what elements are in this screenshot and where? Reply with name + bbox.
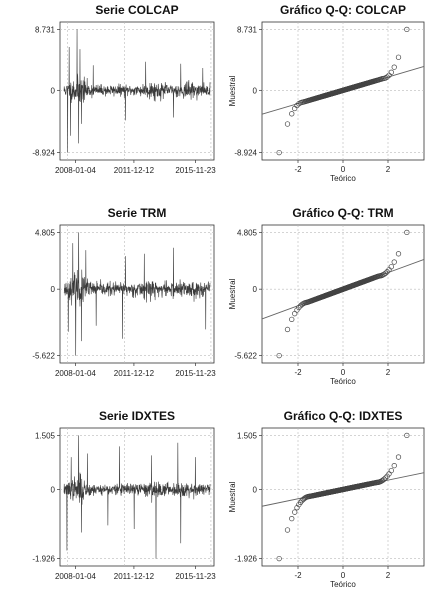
chart-title: Gráfico Q-Q: TRM bbox=[292, 206, 393, 220]
x-tick-label: 2015-11-23 bbox=[175, 572, 216, 581]
qq-point bbox=[404, 229, 410, 236]
x-axis-label: Teórico bbox=[330, 174, 356, 183]
x-tick-label: 0 bbox=[341, 571, 346, 580]
panel-qq-5: Gráfico Q-Q: IDXTES 1.505 0 -1.926 -2 0 2 Teóri… bbox=[228, 409, 425, 589]
x-tick-label: 2 bbox=[386, 165, 391, 174]
y-axis-label: Muestral bbox=[228, 481, 237, 512]
y-tick-label: 0 bbox=[253, 86, 258, 95]
qq-point bbox=[388, 264, 394, 270]
qq-point bbox=[284, 121, 291, 127]
qq-point bbox=[284, 326, 291, 333]
qq-point bbox=[289, 515, 295, 522]
x-tick-label: 2008-01-04 bbox=[55, 369, 96, 378]
x-tick-label: 2 bbox=[386, 571, 391, 580]
qq-point bbox=[388, 69, 394, 75]
x-tick-label: 2008-01-04 bbox=[55, 166, 96, 175]
y-tick-label: 0 bbox=[253, 485, 258, 494]
y-tick-label: 1.505 bbox=[35, 431, 56, 440]
chart-title: Serie COLCAP bbox=[95, 3, 178, 17]
y-tick-label: 4.805 bbox=[237, 228, 258, 237]
y-tick-label: -8.924 bbox=[32, 149, 55, 158]
qq-point bbox=[395, 251, 402, 257]
x-axis-label: Teórico bbox=[330, 580, 356, 589]
y-tick-label: 4.805 bbox=[35, 228, 56, 237]
y-tick-label: 0 bbox=[51, 86, 56, 95]
chart-title: Gráfico Q-Q: IDXTES bbox=[284, 409, 403, 423]
y-tick-label: 1.505 bbox=[237, 431, 258, 440]
y-axis-label: Muestral bbox=[228, 75, 237, 106]
y-tick-label: -5.622 bbox=[32, 352, 55, 361]
qq-point bbox=[382, 475, 389, 481]
x-axis-label: Teórico bbox=[330, 377, 356, 386]
qq-point bbox=[384, 74, 390, 80]
qq-point bbox=[381, 476, 387, 482]
qq-point bbox=[276, 352, 282, 359]
y-tick-label: 0 bbox=[51, 285, 56, 294]
x-tick-label: 2008-01-04 bbox=[55, 572, 96, 581]
qq-point bbox=[284, 527, 291, 533]
qq-point bbox=[395, 454, 402, 460]
y-tick-label: -1.926 bbox=[234, 555, 257, 564]
x-tick-label: 2 bbox=[386, 368, 391, 377]
qq-point bbox=[294, 102, 300, 109]
x-tick-label: -2 bbox=[294, 571, 302, 580]
y-tick-label: 0 bbox=[253, 285, 258, 294]
x-tick-label: 2011-12-12 bbox=[114, 166, 155, 175]
y-tick-label: 8.731 bbox=[237, 25, 258, 34]
x-tick-label: 2011-12-12 bbox=[114, 369, 155, 378]
qq-point bbox=[276, 149, 282, 156]
x-tick-label: -2 bbox=[294, 165, 302, 174]
y-tick-label: 0 bbox=[51, 485, 56, 494]
y-tick-label: -8.924 bbox=[234, 149, 257, 158]
qq-point bbox=[292, 509, 298, 515]
series-line bbox=[63, 435, 211, 559]
x-tick-label: 0 bbox=[341, 368, 346, 377]
y-axis-label: Muestral bbox=[228, 278, 237, 309]
qq-point bbox=[289, 316, 295, 323]
qq-point bbox=[276, 555, 282, 562]
qq-point bbox=[404, 26, 410, 33]
plot-frame bbox=[59, 427, 215, 567]
qq-point bbox=[296, 304, 302, 311]
qq-point bbox=[380, 272, 386, 278]
qq-point bbox=[404, 432, 410, 439]
x-tick-label: 2015-11-23 bbox=[175, 166, 216, 175]
qq-point bbox=[395, 54, 402, 60]
y-tick-label: -1.926 bbox=[32, 555, 55, 564]
panel-qq-3: Gráfico Q-Q: TRM 4.805 0 -5.622 -2 0 2 Teórico M… bbox=[228, 206, 425, 386]
chart-title: Gráfico Q-Q: COLCAP bbox=[280, 3, 406, 17]
x-tick-label: 0 bbox=[341, 165, 346, 174]
series-line bbox=[63, 232, 211, 356]
x-tick-label: 2011-12-12 bbox=[114, 572, 155, 581]
panel-qq-1: Gráfico Q-Q: COLCAP 8.731 0 -8.924 -2 0 2 Teóri… bbox=[228, 3, 425, 183]
series-line bbox=[63, 29, 211, 153]
qq-point bbox=[388, 467, 394, 474]
qq-point bbox=[297, 499, 304, 506]
qq-point bbox=[289, 111, 295, 117]
qq-point bbox=[391, 259, 397, 265]
qq-point bbox=[391, 462, 397, 469]
y-tick-label: -5.622 bbox=[234, 352, 257, 361]
x-tick-label: 2015-11-23 bbox=[175, 369, 216, 378]
chart-title: Serie TRM bbox=[108, 206, 167, 220]
qq-point bbox=[292, 311, 298, 317]
qq-point bbox=[391, 64, 397, 70]
chart-title: Serie IDXTES bbox=[99, 409, 175, 423]
x-tick-label: -2 bbox=[294, 368, 302, 377]
y-tick-label: 8.731 bbox=[35, 25, 56, 34]
qq-point bbox=[382, 270, 389, 276]
